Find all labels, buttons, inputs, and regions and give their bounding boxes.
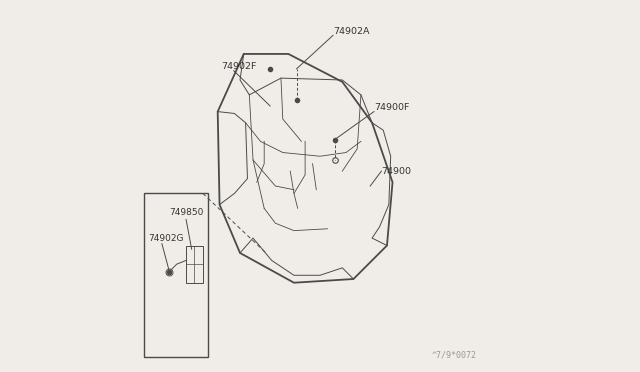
Text: ^7/9*0072: ^7/9*0072 (431, 351, 476, 360)
Text: 749850: 749850 (170, 208, 204, 217)
Text: 74900: 74900 (381, 167, 412, 176)
Text: 74900F: 74900F (374, 103, 410, 112)
Text: 74902A: 74902A (333, 27, 369, 36)
Bar (145, 193, 209, 357)
Bar (186, 246, 203, 283)
Text: 74902G: 74902G (148, 234, 184, 243)
Text: 74902F: 74902F (221, 62, 257, 71)
